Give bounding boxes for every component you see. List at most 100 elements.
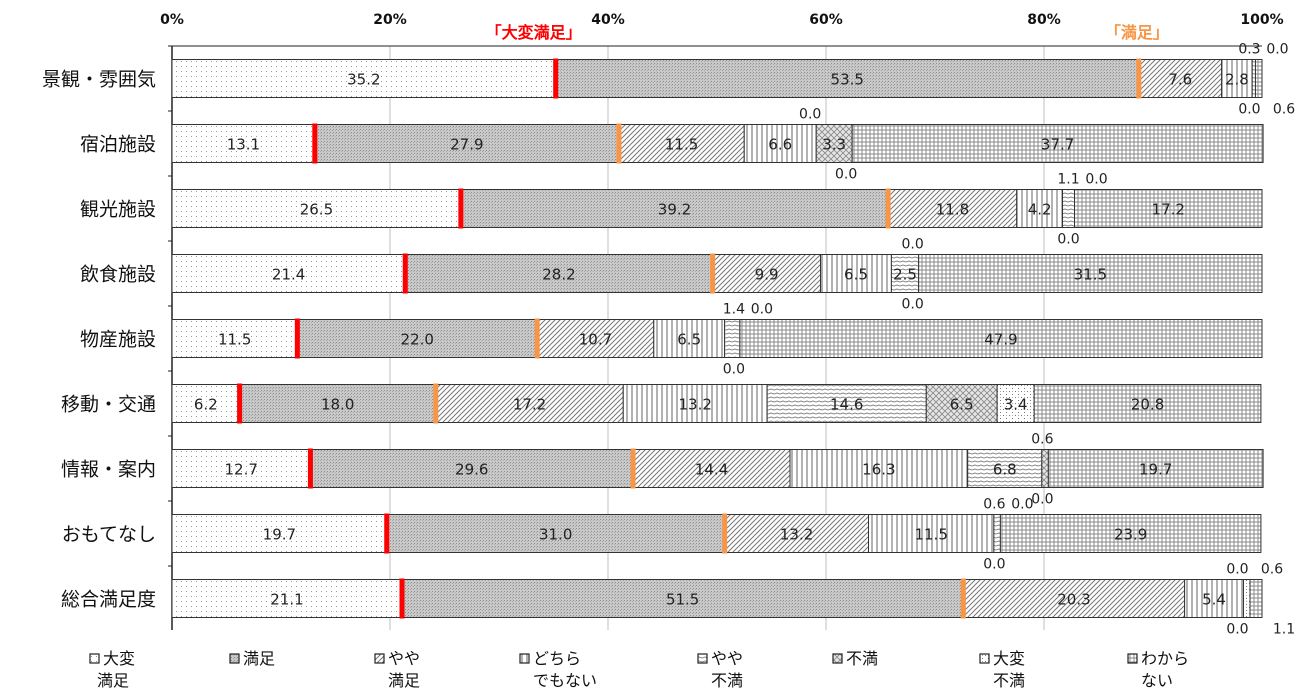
data-label-outside: 0.6	[1273, 102, 1295, 118]
bar-segment	[887, 189, 1018, 228]
legend-swatch	[1127, 653, 1138, 664]
legend-label: やや	[711, 649, 743, 668]
bar-segment	[401, 579, 964, 618]
legend-label: やや	[388, 649, 420, 668]
bar-segment	[1249, 579, 1263, 618]
data-label: 39.2	[658, 201, 691, 219]
category-label: 景観・雰囲気	[42, 69, 156, 91]
marker-line-satisfied	[722, 513, 728, 554]
category-label: 宿泊施設	[80, 134, 156, 156]
category-label: 飲食施設	[80, 264, 156, 286]
data-label-outside: 0.0	[1226, 622, 1248, 638]
data-label: 11.8	[936, 201, 969, 219]
bar-segment	[653, 319, 726, 358]
data-label-outside: 0.0	[1226, 562, 1248, 578]
data-label: 9.9	[755, 266, 779, 284]
category-label: 観光施設	[80, 199, 156, 221]
data-label-outside: 0.0	[1085, 172, 1107, 188]
marker-line-satisfied	[1136, 58, 1142, 99]
marker-line-very-satisfied	[312, 123, 318, 164]
bar-segment	[996, 384, 1035, 423]
data-label: 12.7	[225, 461, 258, 479]
x-tick-label: 60%	[809, 12, 843, 28]
text-layer: 0% 20% 40% 60% 80% 100% 景観・雰囲気宿泊施設観光施設飲食施設物産施設…	[42, 12, 1295, 638]
bar-segment	[460, 189, 889, 228]
x-tick-label: 40%	[591, 12, 625, 28]
bar-segment	[239, 384, 437, 423]
legend-label: わから	[1141, 649, 1189, 668]
data-label-outside: 0.0	[902, 237, 924, 253]
data-label-outside: 0.0	[902, 297, 924, 313]
marker-annotation: 「満足」	[1105, 23, 1169, 42]
bar-segment	[724, 514, 870, 553]
data-label-outside: 1.4	[723, 302, 745, 318]
legend-label: 大変	[103, 649, 135, 668]
data-label: 13.2	[678, 396, 711, 414]
legend-swatch	[229, 653, 240, 664]
data-label: 11.5	[914, 526, 947, 544]
bar-segment	[1062, 189, 1076, 228]
legend-swatch	[519, 653, 530, 664]
bar-segment	[789, 449, 969, 488]
marker-line-satisfied	[534, 318, 540, 359]
bar-segment	[618, 124, 745, 163]
marker-line-satisfied	[616, 123, 622, 164]
data-label: 47.9	[984, 331, 1017, 349]
marker-line-very-satisfied	[307, 448, 313, 489]
data-label: 13.1	[227, 136, 260, 154]
data-label-outside: 0.6	[1031, 432, 1053, 448]
marker-line-satisfied	[630, 448, 636, 489]
data-label: 3.4	[1004, 396, 1028, 414]
data-label: 6.2	[194, 396, 218, 414]
data-label: 20.8	[1131, 396, 1164, 414]
data-label: 21.1	[270, 591, 303, 609]
category-label: 情報・案内	[61, 459, 156, 481]
data-label: 51.5	[666, 591, 699, 609]
bar-segment	[918, 254, 1263, 293]
data-label-outside: 0.0	[1057, 232, 1079, 248]
legend-label-line2: ない	[1141, 671, 1173, 690]
data-label: 19.7	[263, 526, 296, 544]
category-label: 移動・交通	[61, 394, 156, 416]
bar-segment	[999, 514, 1262, 553]
bar-segment	[967, 449, 1043, 488]
bar-segment	[296, 319, 538, 358]
bar-segment	[171, 254, 406, 293]
data-label: 26.5	[300, 201, 333, 219]
data-label: 22.0	[401, 331, 434, 349]
data-label: 31.0	[539, 526, 572, 544]
legend-label: 満足	[243, 649, 275, 668]
data-label: 53.5	[831, 71, 864, 89]
data-label: 37.7	[1041, 136, 1074, 154]
data-label: 29.6	[455, 461, 488, 479]
bar-segment	[993, 514, 1001, 553]
data-label: 21.4	[272, 266, 305, 284]
legend-swatch	[979, 653, 990, 664]
data-label: 7.6	[1168, 71, 1192, 89]
bar-segment	[1016, 189, 1064, 228]
bar-segment	[1221, 59, 1253, 98]
category-label: 物産施設	[80, 329, 156, 351]
data-label: 16.3	[862, 461, 895, 479]
data-label: 13.2	[780, 526, 813, 544]
bar-segment	[851, 124, 1264, 163]
data-label: 11.5	[218, 331, 251, 349]
data-label: 2.5	[893, 266, 917, 284]
data-label: 35.2	[347, 71, 380, 89]
legend-label: 大変	[993, 649, 1025, 668]
legend-label-line2: 満足	[388, 671, 420, 690]
legend-label-line2: 不満	[993, 671, 1025, 690]
bar-segment	[868, 514, 995, 553]
marker-annotation: 「大変満足」	[486, 23, 582, 42]
category-label: おもてなし	[62, 524, 156, 546]
bar-segment	[171, 59, 557, 98]
data-label: 14.4	[695, 461, 728, 479]
data-label: 19.7	[1139, 461, 1172, 479]
bar-segment	[815, 124, 853, 163]
data-label: 20.3	[1057, 591, 1090, 609]
legend-swatch	[89, 653, 100, 664]
data-label-outside: 0.0	[799, 107, 821, 123]
bar-segment	[1033, 384, 1262, 423]
data-label-outside: 0.0	[1011, 497, 1033, 513]
